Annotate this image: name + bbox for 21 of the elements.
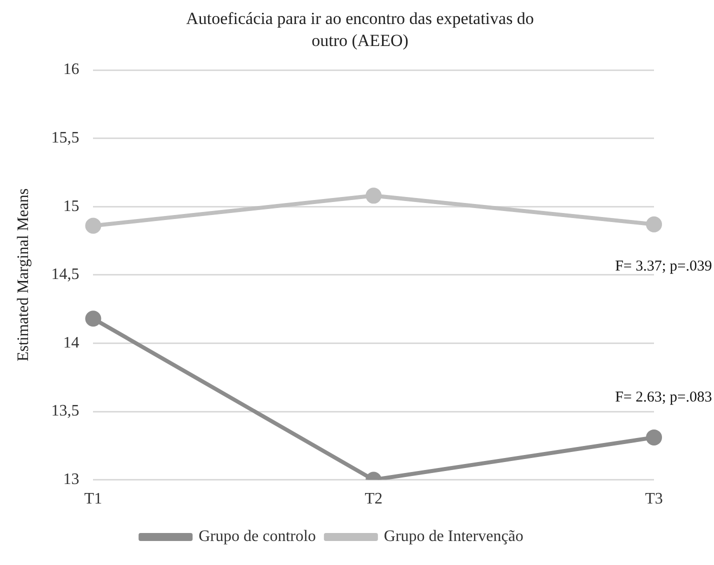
point: [366, 188, 382, 204]
y-axis-title: Estimated Marginal Means: [14, 188, 32, 362]
point: [85, 310, 102, 327]
y-tick-label: 14: [63, 334, 80, 352]
x-tick-label: T2: [364, 490, 382, 508]
y-tick-label: 14,5: [51, 266, 80, 284]
x-tick-label: T1: [84, 490, 102, 508]
legend-label: Grupo de Intervenção: [384, 528, 524, 546]
y-tick-label: 13: [63, 471, 80, 488]
annotation: F= 3.37; p=.039: [615, 258, 712, 274]
chart-title: Autoeficácia para ir ao encontro das expetativas do outro (AEEO): [185, 8, 535, 52]
legend-label: Grupo de controlo: [198, 528, 316, 546]
point: [646, 216, 662, 232]
y-tick-label: 15: [63, 198, 80, 215]
point: [85, 218, 102, 234]
x-tick-label: T3: [645, 490, 663, 508]
y-tick-label: 15,5: [51, 130, 80, 147]
y-tick-label: 16: [63, 61, 80, 78]
y-tick-label: 13,5: [51, 402, 80, 420]
annotation: F= 2.63; p=.083: [615, 389, 712, 406]
point: [646, 429, 662, 446]
